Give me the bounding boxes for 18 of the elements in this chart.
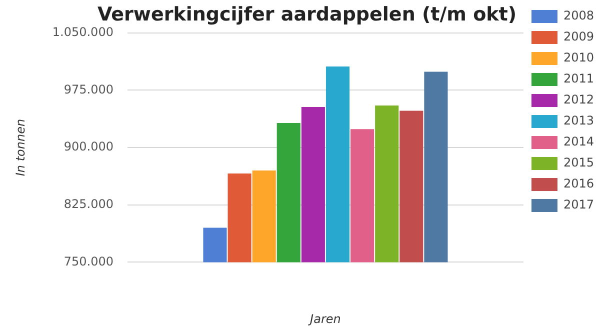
chart-title: Verwerkingcijfer aardappelen (t/m okt)	[97, 3, 517, 26]
y-tick-label: 750.000	[64, 254, 114, 268]
legend-label: 2015	[563, 156, 594, 170]
legend-label: 2016	[563, 176, 594, 191]
legend-label: 2013	[563, 114, 594, 128]
legend-label: 2017	[563, 198, 594, 212]
legend-label: 2009	[563, 30, 594, 44]
y-axis-title: In tonnen	[13, 118, 28, 176]
legend-label: 2012	[563, 92, 594, 107]
y-tick-label: 975.000	[64, 82, 114, 96]
y-tick-label: 1.050.000	[52, 24, 114, 39]
y-tick-label: 900.000	[64, 140, 114, 154]
y-tick-label: 825.000	[64, 196, 114, 211]
legend-label: 2011	[563, 72, 594, 86]
legend-label: 2008	[563, 8, 594, 23]
legend-label: 2010	[563, 50, 594, 65]
x-axis-title: Jaren	[308, 312, 341, 326]
legend-label: 2014	[563, 134, 594, 149]
